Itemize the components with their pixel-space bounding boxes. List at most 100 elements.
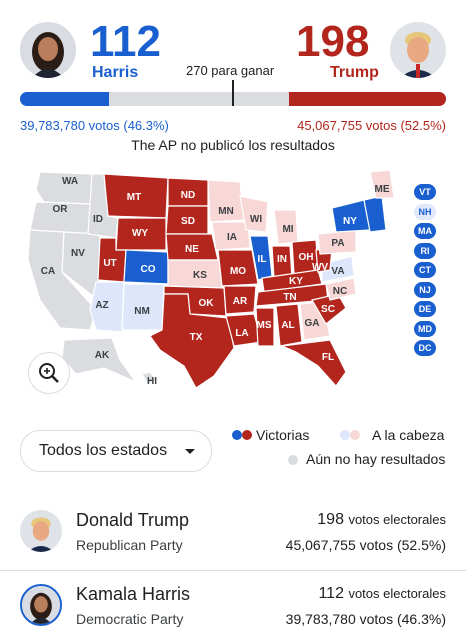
label-wi: WI: [250, 214, 262, 225]
label-ga: GA: [305, 318, 320, 329]
label-az: AZ: [95, 300, 108, 311]
us-map[interactable]: WA OR CA NV ID MT WY UT AZ CO NM ND SD N…: [0, 160, 466, 400]
legend-won: Victorias: [256, 427, 310, 443]
pill-nj[interactable]: NJ: [414, 281, 436, 298]
label-la: LA: [235, 328, 248, 339]
candidate-name: Donald Trump: [76, 510, 190, 530]
label-me: ME: [375, 184, 390, 195]
state-wi: [239, 195, 269, 233]
candidate-ev-label: votos electorales: [348, 512, 446, 527]
pill-ri[interactable]: RI: [414, 242, 436, 259]
label-ut: UT: [103, 258, 116, 269]
ap-note: The AP no publicó los resultados: [131, 137, 335, 153]
label-wy: WY: [132, 228, 148, 239]
harris-popular-votes: 39,783,780 votos (46.3%): [20, 118, 169, 133]
state-ms: [255, 307, 275, 347]
label-mn: MN: [218, 206, 234, 217]
label-mo: MO: [230, 266, 246, 277]
state-tx: [149, 293, 235, 389]
label-sc: SC: [321, 304, 335, 315]
label-ar: AR: [233, 296, 248, 307]
legend-rep-lead-dot: [350, 430, 360, 440]
label-oh: OH: [299, 252, 314, 263]
zoom-in-icon: [39, 363, 59, 383]
state-az: [89, 281, 125, 333]
pill-nh[interactable]: NH: [414, 203, 436, 220]
state-wy: [115, 217, 167, 251]
label-ne: NE: [185, 244, 199, 255]
state-nc: [325, 277, 357, 301]
pill-ct[interactable]: CT: [414, 262, 436, 278]
ev-bar-harris: [20, 92, 109, 106]
state-me: [369, 169, 395, 199]
label-ms: MS: [257, 320, 272, 331]
candidate-ev-label: votos electorales: [348, 586, 446, 601]
label-mt: MT: [127, 192, 141, 203]
state-fl: [279, 339, 347, 387]
state-al: [275, 303, 303, 347]
state-filter-dropdown[interactable]: Todos los estados: [20, 430, 212, 472]
trump-popular-votes: 45,067,755 votos (52.5%): [297, 118, 446, 133]
label-nv: NV: [71, 248, 85, 259]
label-wv: WV: [312, 262, 328, 273]
label-ks: KS: [193, 270, 207, 281]
label-ky: KY: [289, 276, 303, 287]
label-id: ID: [93, 214, 103, 225]
legend-no-result: Aún no hay resultados: [306, 451, 446, 467]
label-co: CO: [141, 264, 156, 275]
label-nc: NC: [333, 286, 347, 297]
label-wa: WA: [62, 176, 78, 187]
candidate-party: Republican Party: [76, 537, 183, 553]
label-va: VA: [331, 266, 344, 277]
threshold-marker: [232, 80, 234, 106]
harris-name: Harris: [92, 64, 139, 81]
candidate-party: Democratic Party: [76, 611, 184, 627]
harris-avatar-small: [20, 584, 62, 626]
harris-electoral-votes: 112: [90, 17, 161, 66]
row-divider: [0, 570, 466, 571]
pill-dc[interactable]: DC: [414, 340, 436, 356]
pill-de[interactable]: DE: [414, 301, 436, 317]
state-mo: [217, 249, 259, 287]
pill-md[interactable]: MD: [414, 320, 436, 337]
label-or: OR: [53, 204, 69, 215]
label-al: AL: [281, 320, 294, 331]
state-ar: [223, 285, 257, 315]
pill-vt[interactable]: VT: [414, 184, 436, 200]
label-tx: TX: [190, 332, 203, 343]
label-ca: CA: [41, 266, 55, 277]
candidate-row-trump[interactable]: Donald Trump Republican Party 198 votos …: [0, 500, 466, 570]
candidate-name: Kamala Harris: [76, 584, 191, 604]
candidate-ev: 198 votos electorales: [317, 511, 446, 529]
candidate-votes: 45,067,755 votos (52.5%): [285, 537, 446, 553]
zoom-button[interactable]: [28, 352, 70, 394]
legend-leading: A la cabeza: [372, 427, 445, 443]
label-nd: ND: [181, 190, 195, 201]
threshold-label: 270 para ganar: [186, 63, 275, 78]
candidate-row-harris[interactable]: Kamala Harris Democratic Party 112 votos…: [0, 574, 466, 640]
state-hi: [141, 371, 157, 385]
label-pa: PA: [331, 238, 344, 249]
legend-dem-won-dot: [232, 430, 242, 440]
candidate-ev: 112 votos electorales: [318, 585, 446, 603]
label-ia: IA: [227, 232, 237, 243]
label-nm: NM: [134, 306, 150, 317]
candidate-ev-number: 112: [318, 585, 344, 602]
label-hi: HI: [147, 376, 157, 387]
label-sd: SD: [181, 216, 195, 227]
pill-ma[interactable]: MA: [414, 223, 436, 239]
trump-avatar-small: [20, 510, 62, 552]
legend-no-result-dot: [288, 455, 298, 465]
label-ok: OK: [199, 298, 215, 309]
chevron-down-icon: [185, 449, 195, 454]
label-il: IL: [258, 254, 267, 265]
trump-electoral-votes: 198: [296, 17, 370, 66]
label-fl: FL: [322, 352, 334, 363]
label-ny: NY: [343, 216, 357, 227]
label-mi: MI: [282, 224, 293, 235]
trump-name: Trump: [330, 64, 379, 81]
state-filter-label: Todos los estados: [39, 442, 168, 459]
legend-dem-lead-dot: [340, 430, 350, 440]
trump-avatar: [390, 22, 446, 78]
candidate-votes: 39,783,780 votos (46.3%): [285, 611, 446, 627]
